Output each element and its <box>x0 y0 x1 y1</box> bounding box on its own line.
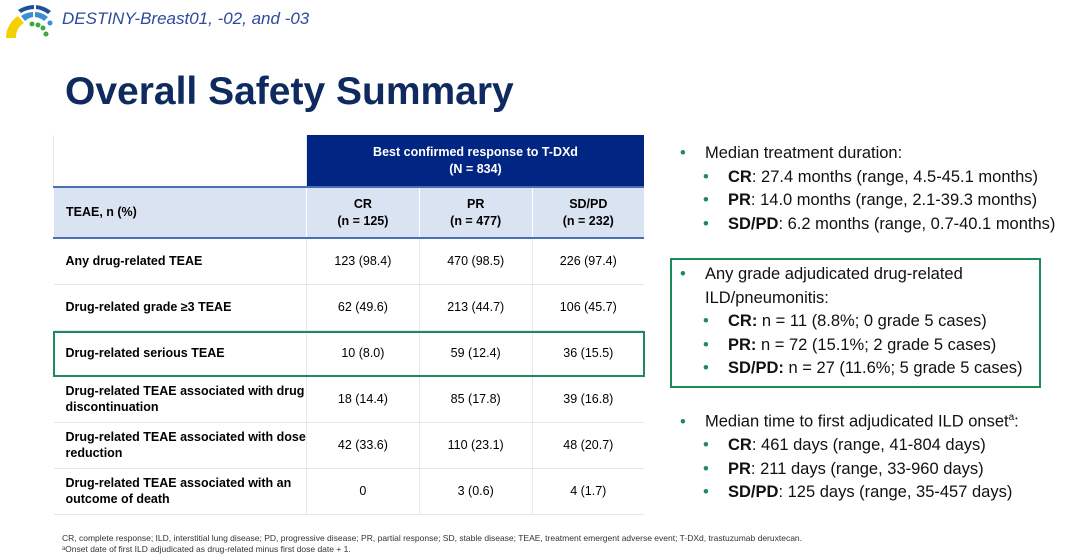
column-header-row: TEAE, n (%) CR (n = 125) PR (n = 477) SD/P… <box>53 186 644 239</box>
table-cell: 0 <box>306 468 420 515</box>
row-label: Drug-related grade ≥3 TEAE <box>53 284 307 331</box>
highlight-serious-teae <box>53 331 645 377</box>
destiny-logo <box>5 5 53 38</box>
table-cell: 213 (44.7) <box>418 284 533 331</box>
table-cell: 85 (17.8) <box>418 376 533 423</box>
table-cell: 470 (98.5) <box>418 238 533 285</box>
table-row: Drug-related TEAE associated with drug d… <box>53 376 644 423</box>
table-cell: 48 (20.7) <box>531 422 644 469</box>
table-row: Drug-related grade ≥3 TEAE 62 (49.6) 213 (… <box>53 284 644 331</box>
group-header-row: Best confirmed response to T-DXd (N = 834… <box>53 135 644 187</box>
row-label: Any drug-related TEAE <box>53 238 307 285</box>
col-pr: PR (n = 477) <box>418 186 533 239</box>
row-label: Drug-related TEAE associated with dose r… <box>53 422 307 469</box>
bullet-ild-onset: • Median time to first adjudicated ILD on… <box>680 412 1019 501</box>
row-label: Drug-related TEAE associated with drug d… <box>53 376 307 423</box>
col-cr: CR (n = 125) <box>306 186 420 239</box>
table-row: Drug-related TEAE associated with an out… <box>53 468 644 515</box>
table-cell: 62 (49.6) <box>306 284 420 331</box>
study-subtitle: DESTINY-Breast01, -02, and -03 <box>62 9 310 28</box>
table-cell: 36 (15.5) <box>531 330 644 377</box>
table-row: Drug-related TEAE associated with dose r… <box>53 422 644 469</box>
table-cell: 4 (1.7) <box>531 468 644 515</box>
table-row: Any drug-related TEAE 123 (98.4) 470 (98.5… <box>53 238 644 285</box>
row-label: Drug-related TEAE associated with an out… <box>53 468 307 515</box>
col-sdpd: SD/PD (n = 232) <box>531 186 644 239</box>
footnotes: CR, complete response; ILD, interstitial… <box>62 533 803 554</box>
table-cell: 106 (45.7) <box>531 284 644 331</box>
bullet-treatment-duration: • Median treatment duration: • CR: 27.4 mo… <box>680 144 1056 233</box>
safety-table: Best confirmed response to T-DXd (N = 834… <box>53 135 644 515</box>
highlight-ild-box <box>670 258 1041 388</box>
table-cell: 123 (98.4) <box>306 238 420 285</box>
table-cell: 110 (23.1) <box>418 422 533 469</box>
table-cell: 39 (16.8) <box>531 376 644 423</box>
table-cell: 3 (0.6) <box>418 468 533 515</box>
group-header: Best confirmed response to T-DXd (N = 834… <box>306 135 644 187</box>
bullet-ild: • Any grade adjudicated drug-related ILD/… <box>680 265 1023 377</box>
table-cell: 18 (14.4) <box>306 376 420 423</box>
row-label: Drug-related serious TEAE <box>53 330 307 377</box>
table-cell: 59 (12.4) <box>418 330 533 377</box>
table-cell: 42 (33.6) <box>306 422 420 469</box>
row-header: TEAE, n (%) <box>53 186 307 239</box>
page-title: Overall Safety Summary <box>65 70 514 113</box>
table-cell: 226 (97.4) <box>531 238 644 285</box>
